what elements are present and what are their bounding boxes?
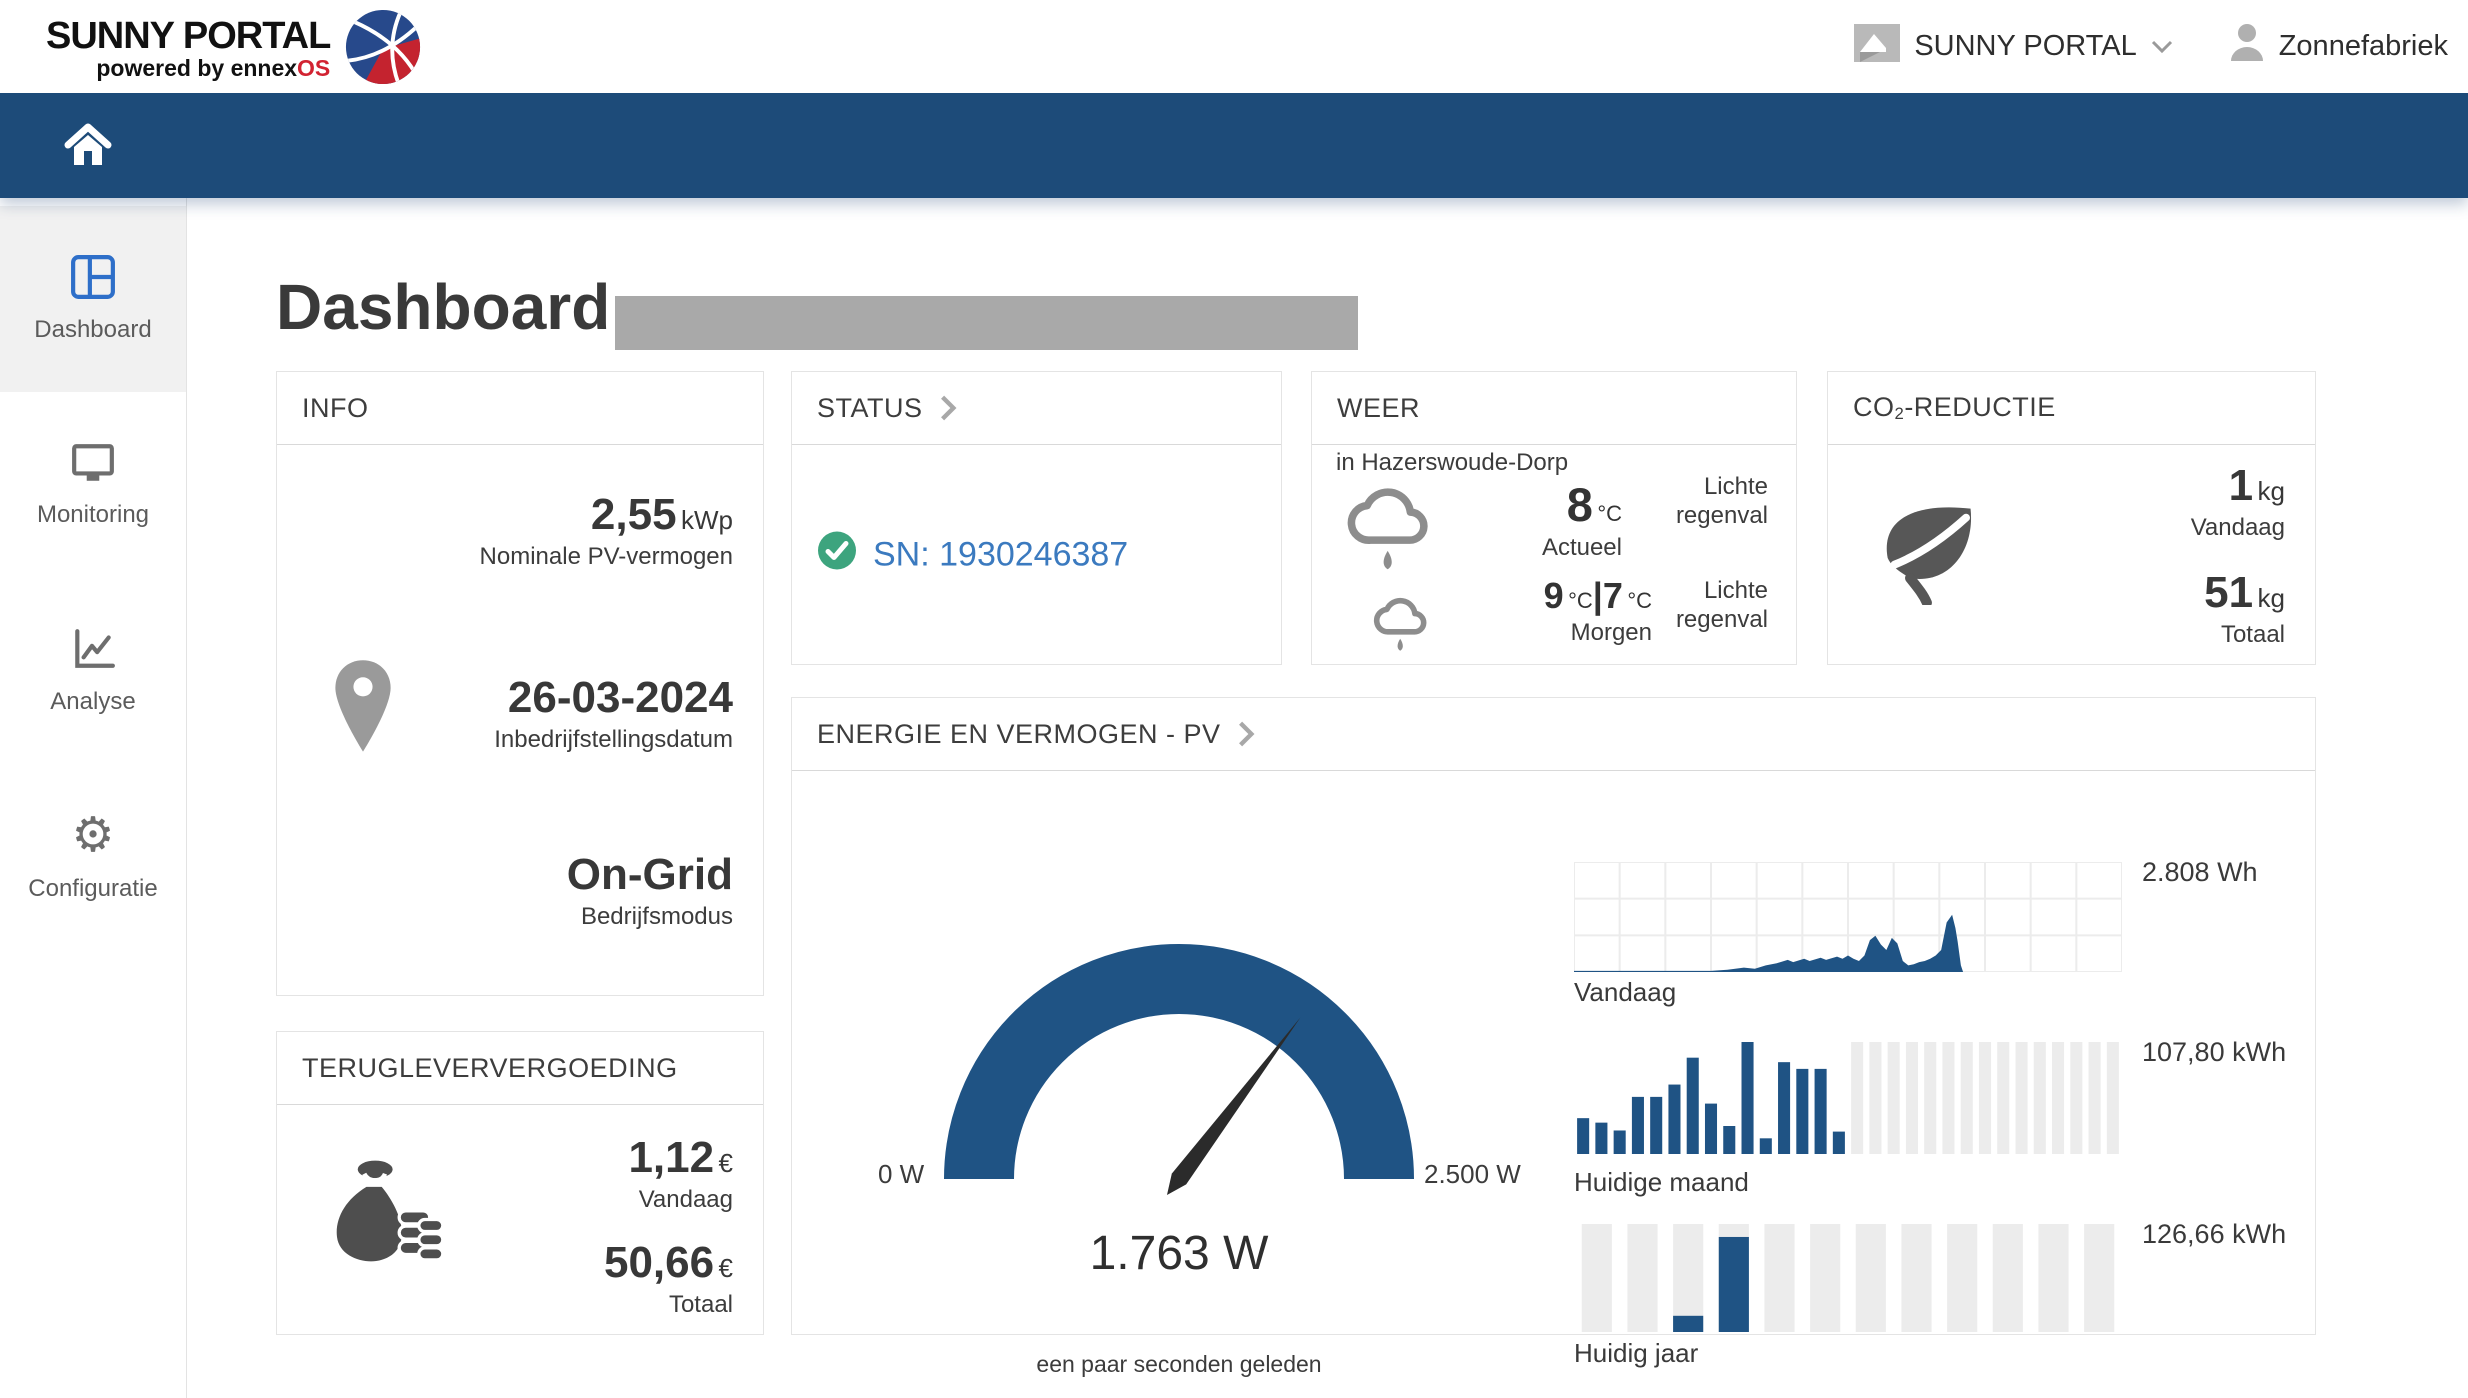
- gauge-updated-label: een paar seconden geleden: [1036, 1351, 1322, 1377]
- info-card-header: INFO: [277, 372, 763, 445]
- brand-subtitle-accent: OS: [297, 54, 331, 81]
- info-card-title: INFO: [302, 392, 369, 423]
- forecast-condition: Lichte regenval: [1675, 577, 1768, 633]
- globe-logo-icon: [344, 8, 422, 91]
- device-serial-label: SN: 1930246387: [873, 535, 1129, 573]
- map-pin-icon: [329, 657, 397, 762]
- month-energy-total: 107,80 kWh: [2142, 1037, 2287, 1067]
- energy-power-card: ENERGIE EN VERMOGEN - PV 0 W 2.500 W 1.7…: [791, 697, 2316, 1377]
- top-header: SUNNY PORTAL powered by ennexOS: [0, 0, 2468, 93]
- power-gauge: [944, 944, 1414, 1195]
- weather-location: in Hazerswoude-Dorp: [1336, 449, 1569, 476]
- plant-selector-label: SUNNY PORTAL: [1914, 30, 2137, 62]
- feed-in-total-stat: 50,66 € Totaal: [603, 1238, 733, 1318]
- day-energy-area-chart: [1574, 862, 2122, 972]
- title-redacted-bar: [615, 296, 1358, 350]
- feed-in-card-title: TERUGLEVERVERGOEDING: [302, 1052, 678, 1083]
- month-chart-label: Huidige maand: [1574, 1167, 1749, 1197]
- month-energy-bar-chart: [1577, 1042, 2119, 1154]
- sidebar-item-analyse[interactable]: Analyse: [0, 578, 186, 764]
- chevron-right-icon: [940, 395, 956, 421]
- info-card: INFO 2,55 kWp Nominale PV-vermogen 26-03…: [276, 371, 764, 996]
- co2-today-stat: 1 kg Vandaag: [2190, 461, 2285, 541]
- brand-title: SUNNY PORTAL: [46, 15, 331, 58]
- user-name-label: Zonnefabriek: [2278, 30, 2448, 62]
- leaf-icon: [1872, 493, 1984, 610]
- feed-in-today-stat: 1,12 € Vandaag: [628, 1133, 733, 1213]
- home-button[interactable]: [62, 119, 114, 171]
- money-bag-icon: [325, 1157, 445, 1274]
- sidebar-label-analyse: Analyse: [50, 688, 136, 715]
- sidebar-label-dashboard: Dashboard: [34, 316, 152, 343]
- weather-card-title: WEER: [1337, 392, 1420, 423]
- energy-card-header[interactable]: ENERGIE EN VERMOGEN - PV: [792, 698, 2315, 771]
- user-menu[interactable]: Zonnefabriek: [2229, 23, 2448, 71]
- feed-in-card-header: TERUGLEVERVERGOEDING: [277, 1032, 763, 1105]
- commissioning-date-stat: 26-03-2024 Inbedrijfstellingsdatum: [494, 673, 733, 753]
- forecast-temp-stat: 9 °C|7 °C Morgen: [1543, 575, 1652, 646]
- co2-card-title: CO2-REDUCTIE: [1853, 392, 2056, 423]
- feed-in-card: TERUGLEVERVERGOEDING: [276, 1031, 764, 1335]
- chevron-down-icon: [2151, 40, 2172, 53]
- sidebar-item-monitoring[interactable]: Monitoring: [0, 392, 186, 578]
- chevron-right-icon: [1238, 721, 1255, 747]
- status-card-header[interactable]: STATUS: [792, 372, 1281, 445]
- chart-line-icon: [75, 629, 115, 668]
- gauge-needle: [1166, 1017, 1301, 1195]
- status-card-title: STATUS: [817, 392, 923, 423]
- current-temp-stat: 8 °C Actueel: [1541, 478, 1622, 561]
- user-icon: [2229, 23, 2265, 71]
- main-navbar: [0, 93, 2468, 198]
- status-ok-icon: [817, 530, 857, 579]
- day-energy-total: 2.808 Wh: [2142, 857, 2258, 887]
- gauge-min-label: 0 W: [878, 1159, 925, 1189]
- nominal-power-stat: 2,55 kWp Nominale PV-vermogen: [479, 490, 733, 570]
- sidebar-item-dashboard[interactable]: Dashboard: [0, 206, 186, 392]
- brand-logo: SUNNY PORTAL powered by ennexOS: [46, 8, 422, 91]
- co2-total-stat: 51 kg Totaal: [2204, 568, 2285, 648]
- gauge-max-label: 2.500 W: [1424, 1159, 1521, 1189]
- co2-card: CO2-REDUCTIE 1 kg Vandaag 51 kg Totaal: [1827, 371, 2316, 665]
- current-condition: Lichte regenval: [1675, 473, 1768, 529]
- device-serial-link[interactable]: SN: 1930246387: [817, 530, 1128, 579]
- sidebar-item-configuratie[interactable]: ⚙ Configuratie: [0, 764, 186, 950]
- main-content: Dashboard INFO 2,55 kWp Nominale PV-verm…: [188, 198, 2468, 1398]
- home-icon: [64, 123, 112, 165]
- status-card: STATUS SN: 1930246387: [791, 371, 1282, 665]
- weather-card: WEER in Hazerswoude-Dorp 8 °C Actueel Li…: [1311, 371, 1797, 665]
- gauge-value-label: 1.763 W: [1089, 1227, 1269, 1280]
- energy-card-title: ENERGIE EN VERMOGEN - PV: [817, 718, 1221, 749]
- plant-photo-icon: [1854, 23, 1901, 70]
- dashboard-icon: [71, 255, 115, 299]
- day-chart-label: Vandaag: [1574, 977, 1677, 1007]
- sidebar: Dashboard Monitoring Analyse ⚙ Configura…: [0, 198, 187, 1398]
- plant-selector[interactable]: SUNNY PORTAL: [1854, 23, 2172, 70]
- sidebar-label-configuratie: Configuratie: [28, 875, 158, 902]
- rain-cloud-icon: [1338, 471, 1446, 584]
- rain-cloud-small-icon: [1368, 587, 1438, 662]
- weather-card-header: WEER: [1312, 372, 1796, 445]
- sidebar-label-monitoring: Monitoring: [36, 501, 150, 528]
- year-energy-bar-chart: [1581, 1224, 2115, 1332]
- co2-card-header: CO2-REDUCTIE: [1828, 372, 2315, 445]
- gauge-arc: [944, 944, 1414, 1180]
- year-chart-label: Huidig jaar: [1574, 1338, 1699, 1368]
- page-title: Dashboard: [276, 271, 611, 343]
- year-energy-total: 126,66 kWh: [2142, 1219, 2287, 1249]
- monitor-icon: [72, 444, 114, 481]
- gear-icon: ⚙: [71, 807, 115, 863]
- brand-subtitle: powered by ennexOS: [96, 54, 331, 81]
- operating-mode-stat: On-Grid Bedrijfsmodus: [566, 850, 733, 930]
